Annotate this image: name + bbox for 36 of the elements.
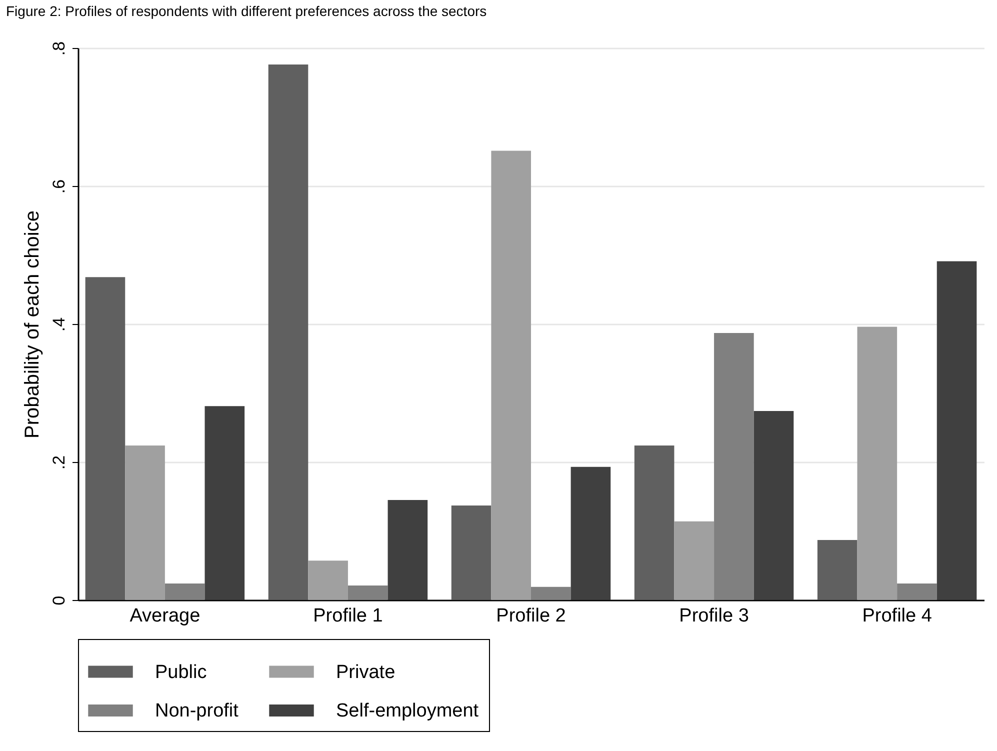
bar [164, 583, 205, 600]
bar [531, 586, 571, 600]
x-tick-label: Profile 3 [679, 606, 749, 626]
legend-label: Private [336, 662, 396, 683]
bar [936, 261, 977, 600]
bar [348, 586, 388, 600]
bar [857, 326, 898, 600]
x-tick-label: Profile 4 [862, 606, 932, 626]
y-tick-label: 0 [50, 596, 68, 606]
bar [491, 150, 531, 600]
bar [268, 64, 308, 600]
bar [388, 500, 428, 600]
bar [85, 277, 126, 600]
bar [570, 466, 611, 600]
bar [754, 410, 794, 600]
bar [125, 445, 165, 600]
y-tick-label: .2 [50, 455, 68, 470]
bar [308, 560, 348, 600]
y-tick-label: .6 [50, 179, 68, 194]
bar [817, 540, 858, 600]
legend-label: Non-profit [155, 700, 240, 722]
legend-label: Self-employment [336, 700, 480, 722]
bar [204, 406, 245, 600]
bar [714, 332, 754, 600]
legend-label: Public [155, 662, 207, 683]
y-tick-label: .4 [50, 317, 68, 332]
y-axis-title: Probability of each choice [22, 210, 44, 438]
bar [897, 583, 937, 600]
bar [634, 445, 674, 600]
chart-title: Figure 2: Profiles of respondents with different preferences across the sectors [6, 2, 487, 19]
bar [674, 521, 714, 600]
x-tick-label: Average [130, 606, 200, 626]
x-tick-label: Profile 2 [496, 606, 566, 626]
y-tick-label: .8 [50, 41, 68, 56]
bar [451, 505, 492, 600]
x-tick-label: Profile 1 [313, 606, 383, 626]
